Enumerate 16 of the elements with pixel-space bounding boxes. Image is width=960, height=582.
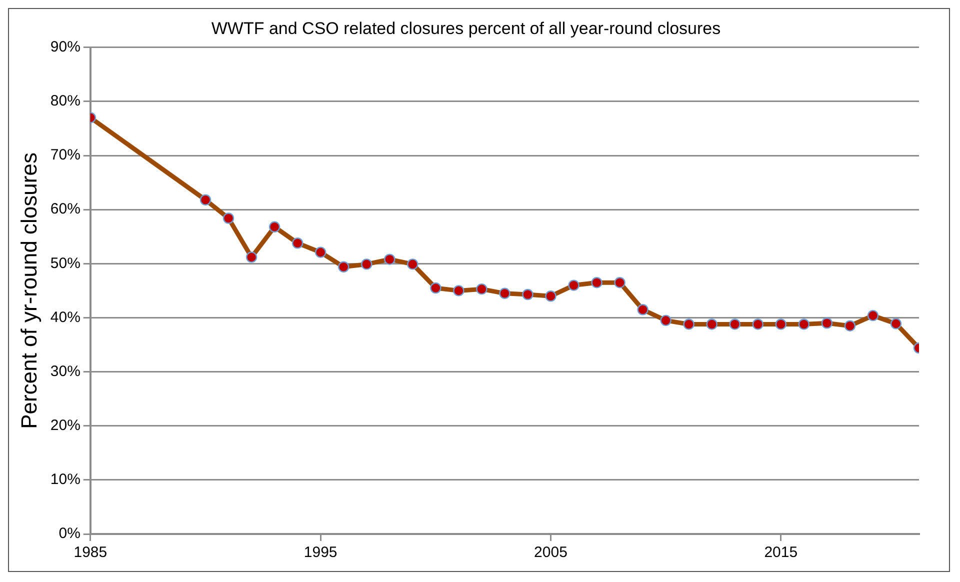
- x-tick-label: 2005: [534, 544, 568, 562]
- y-tick-label: 60%: [50, 200, 80, 218]
- y-axis-title: Percent of yr-round closures: [16, 152, 42, 429]
- x-tick-label: 1995: [304, 544, 338, 562]
- y-tick-label: 50%: [50, 254, 80, 272]
- y-tick-label: 80%: [50, 92, 80, 110]
- y-tick-label: 20%: [50, 417, 80, 434]
- y-tick-label: 40%: [50, 308, 80, 326]
- y-tick-label: 30%: [50, 362, 80, 380]
- y-tick-label: 0%: [58, 525, 80, 542]
- x-tick-label: 1985: [74, 544, 108, 562]
- x-tick-label: 2015: [764, 544, 798, 562]
- chart-title: WWTF and CSO related closures percent of all year-round closures: [211, 18, 721, 38]
- y-tick-label: 90%: [50, 38, 80, 56]
- y-tick-label: 70%: [50, 146, 80, 164]
- y-tick-label: 10%: [50, 471, 80, 488]
